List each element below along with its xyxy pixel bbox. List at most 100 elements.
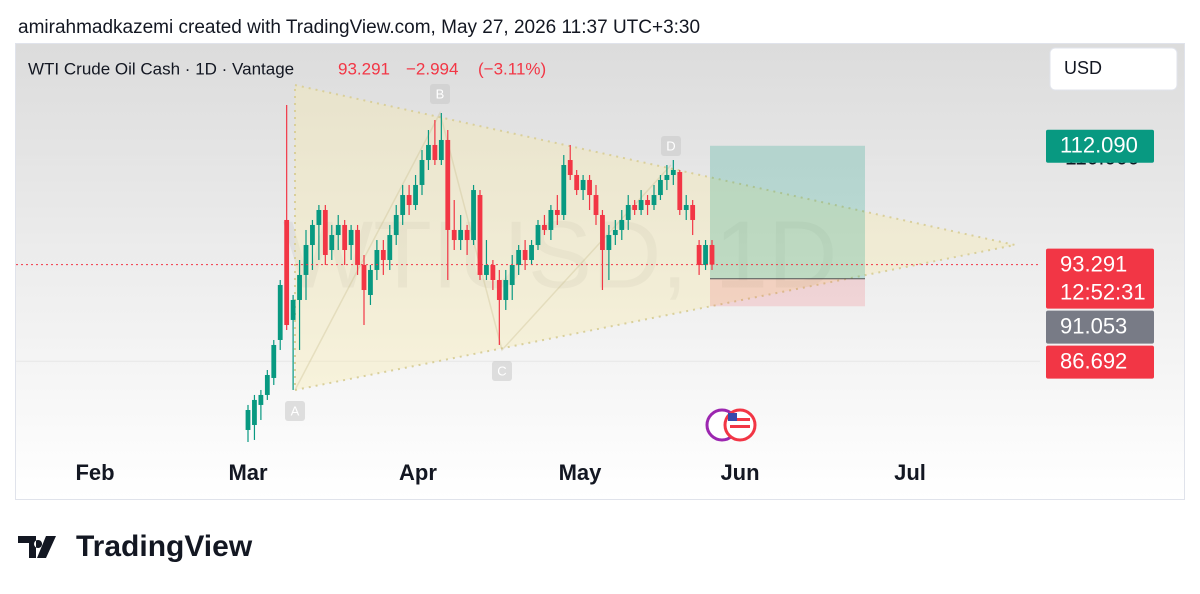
candle-body	[619, 219, 625, 230]
profit-zone	[710, 145, 865, 279]
candle-body	[400, 195, 406, 215]
price-label: 86.692	[1060, 348, 1127, 373]
x-tick-label: Jun	[720, 460, 759, 485]
plot-layer: WTIUSD, 1DABCD110.00078.000112.09093.291…	[16, 83, 1154, 485]
candle-body	[484, 264, 489, 275]
candle-body	[612, 229, 618, 236]
header-text: amirahmadkazemi created with TradingView…	[18, 17, 700, 38]
pattern-label-box	[430, 84, 450, 104]
candle-body	[264, 374, 270, 395]
candle-body	[503, 280, 509, 300]
price-label: 112.090	[1060, 133, 1138, 158]
flag-stripe	[730, 425, 750, 428]
candle-body	[374, 250, 380, 270]
candle-body	[690, 205, 696, 220]
event-flags	[705, 408, 757, 442]
candle-body	[406, 195, 412, 206]
logo-text: TradingView	[76, 530, 253, 563]
candle-body	[509, 264, 515, 286]
candle-body	[445, 139, 451, 230]
candle-body	[683, 205, 689, 210]
candle-body	[310, 224, 315, 246]
legend-change: −2.994	[406, 59, 458, 78]
candle-body	[625, 205, 631, 220]
candle-body	[529, 245, 534, 260]
logo-mark	[18, 536, 56, 558]
countdown-label: 12:52:31	[1060, 279, 1146, 304]
candle-body	[387, 235, 393, 260]
candle-body	[535, 224, 541, 246]
candle-body	[651, 195, 657, 206]
candle-body	[548, 209, 554, 230]
candle-body	[522, 250, 528, 260]
x-tick-label: Feb	[75, 460, 114, 485]
candle-body	[587, 179, 592, 196]
pattern-label: C	[497, 363, 506, 378]
candle-body	[709, 245, 715, 265]
candle-body	[348, 229, 354, 246]
candle-body	[516, 250, 522, 265]
price-label-box	[1046, 129, 1154, 163]
legend-price: 93.291	[338, 59, 390, 78]
candle-body	[670, 169, 676, 175]
x-tick-label: Apr	[399, 460, 437, 485]
footer-logo: TradingView	[18, 530, 253, 563]
candle-body	[413, 184, 418, 206]
candle-body	[303, 245, 309, 275]
price-label: 93.291	[1060, 251, 1127, 276]
pattern-label-box	[661, 136, 681, 156]
candle-body	[567, 160, 573, 175]
loss-zone	[710, 278, 865, 307]
candle-body	[342, 224, 348, 250]
candle-body	[561, 165, 567, 215]
currency-button[interactable]	[1049, 47, 1178, 91]
candle-body	[355, 229, 360, 265]
candle-body	[297, 274, 302, 300]
candle-body	[554, 209, 560, 215]
pattern-label-box	[492, 361, 512, 381]
candle-body	[316, 209, 322, 225]
candle-body	[258, 394, 264, 405]
pattern-label: A	[291, 403, 300, 418]
candle-body	[477, 195, 483, 275]
candle-body	[284, 219, 290, 326]
candle-body	[277, 285, 283, 340]
candle-body	[361, 264, 367, 291]
candle-body	[600, 214, 605, 250]
chart-title: WTI Crude Oil Cash · 1D · Vantage	[28, 59, 294, 78]
candle-body	[490, 264, 496, 281]
candle-body	[322, 209, 328, 255]
candle-body	[426, 144, 431, 161]
triangle-pattern	[294, 83, 1016, 392]
candle-body	[252, 399, 257, 425]
candle-body	[451, 229, 457, 241]
candle-body	[645, 200, 650, 206]
candle-body	[290, 299, 296, 320]
candle-body	[606, 235, 612, 250]
candle-body	[677, 172, 683, 210]
candle-body	[464, 229, 470, 241]
flag-stripe	[730, 418, 750, 421]
pattern-legs	[294, 110, 672, 391]
candle-body	[658, 179, 663, 196]
legend-change-percent: (−3.11%)	[478, 59, 546, 78]
candle-body	[368, 269, 373, 295]
x-tick-label: May	[559, 460, 603, 485]
candle-body	[664, 174, 670, 180]
candle-body	[574, 174, 580, 191]
pattern-label-box	[285, 401, 305, 421]
candle-body	[542, 224, 547, 230]
pattern-label: B	[436, 86, 445, 101]
candle-body	[271, 344, 277, 378]
candle-body	[632, 205, 638, 210]
price-label-box	[1046, 345, 1154, 379]
candle-body	[696, 245, 702, 265]
currency-label[interactable]: USD	[1064, 58, 1102, 78]
chart-panel	[15, 43, 1185, 500]
candle-body	[593, 195, 599, 215]
candle-body	[335, 224, 341, 236]
candle-body	[329, 235, 335, 250]
candle-body	[245, 410, 251, 430]
candle-body	[438, 139, 444, 161]
